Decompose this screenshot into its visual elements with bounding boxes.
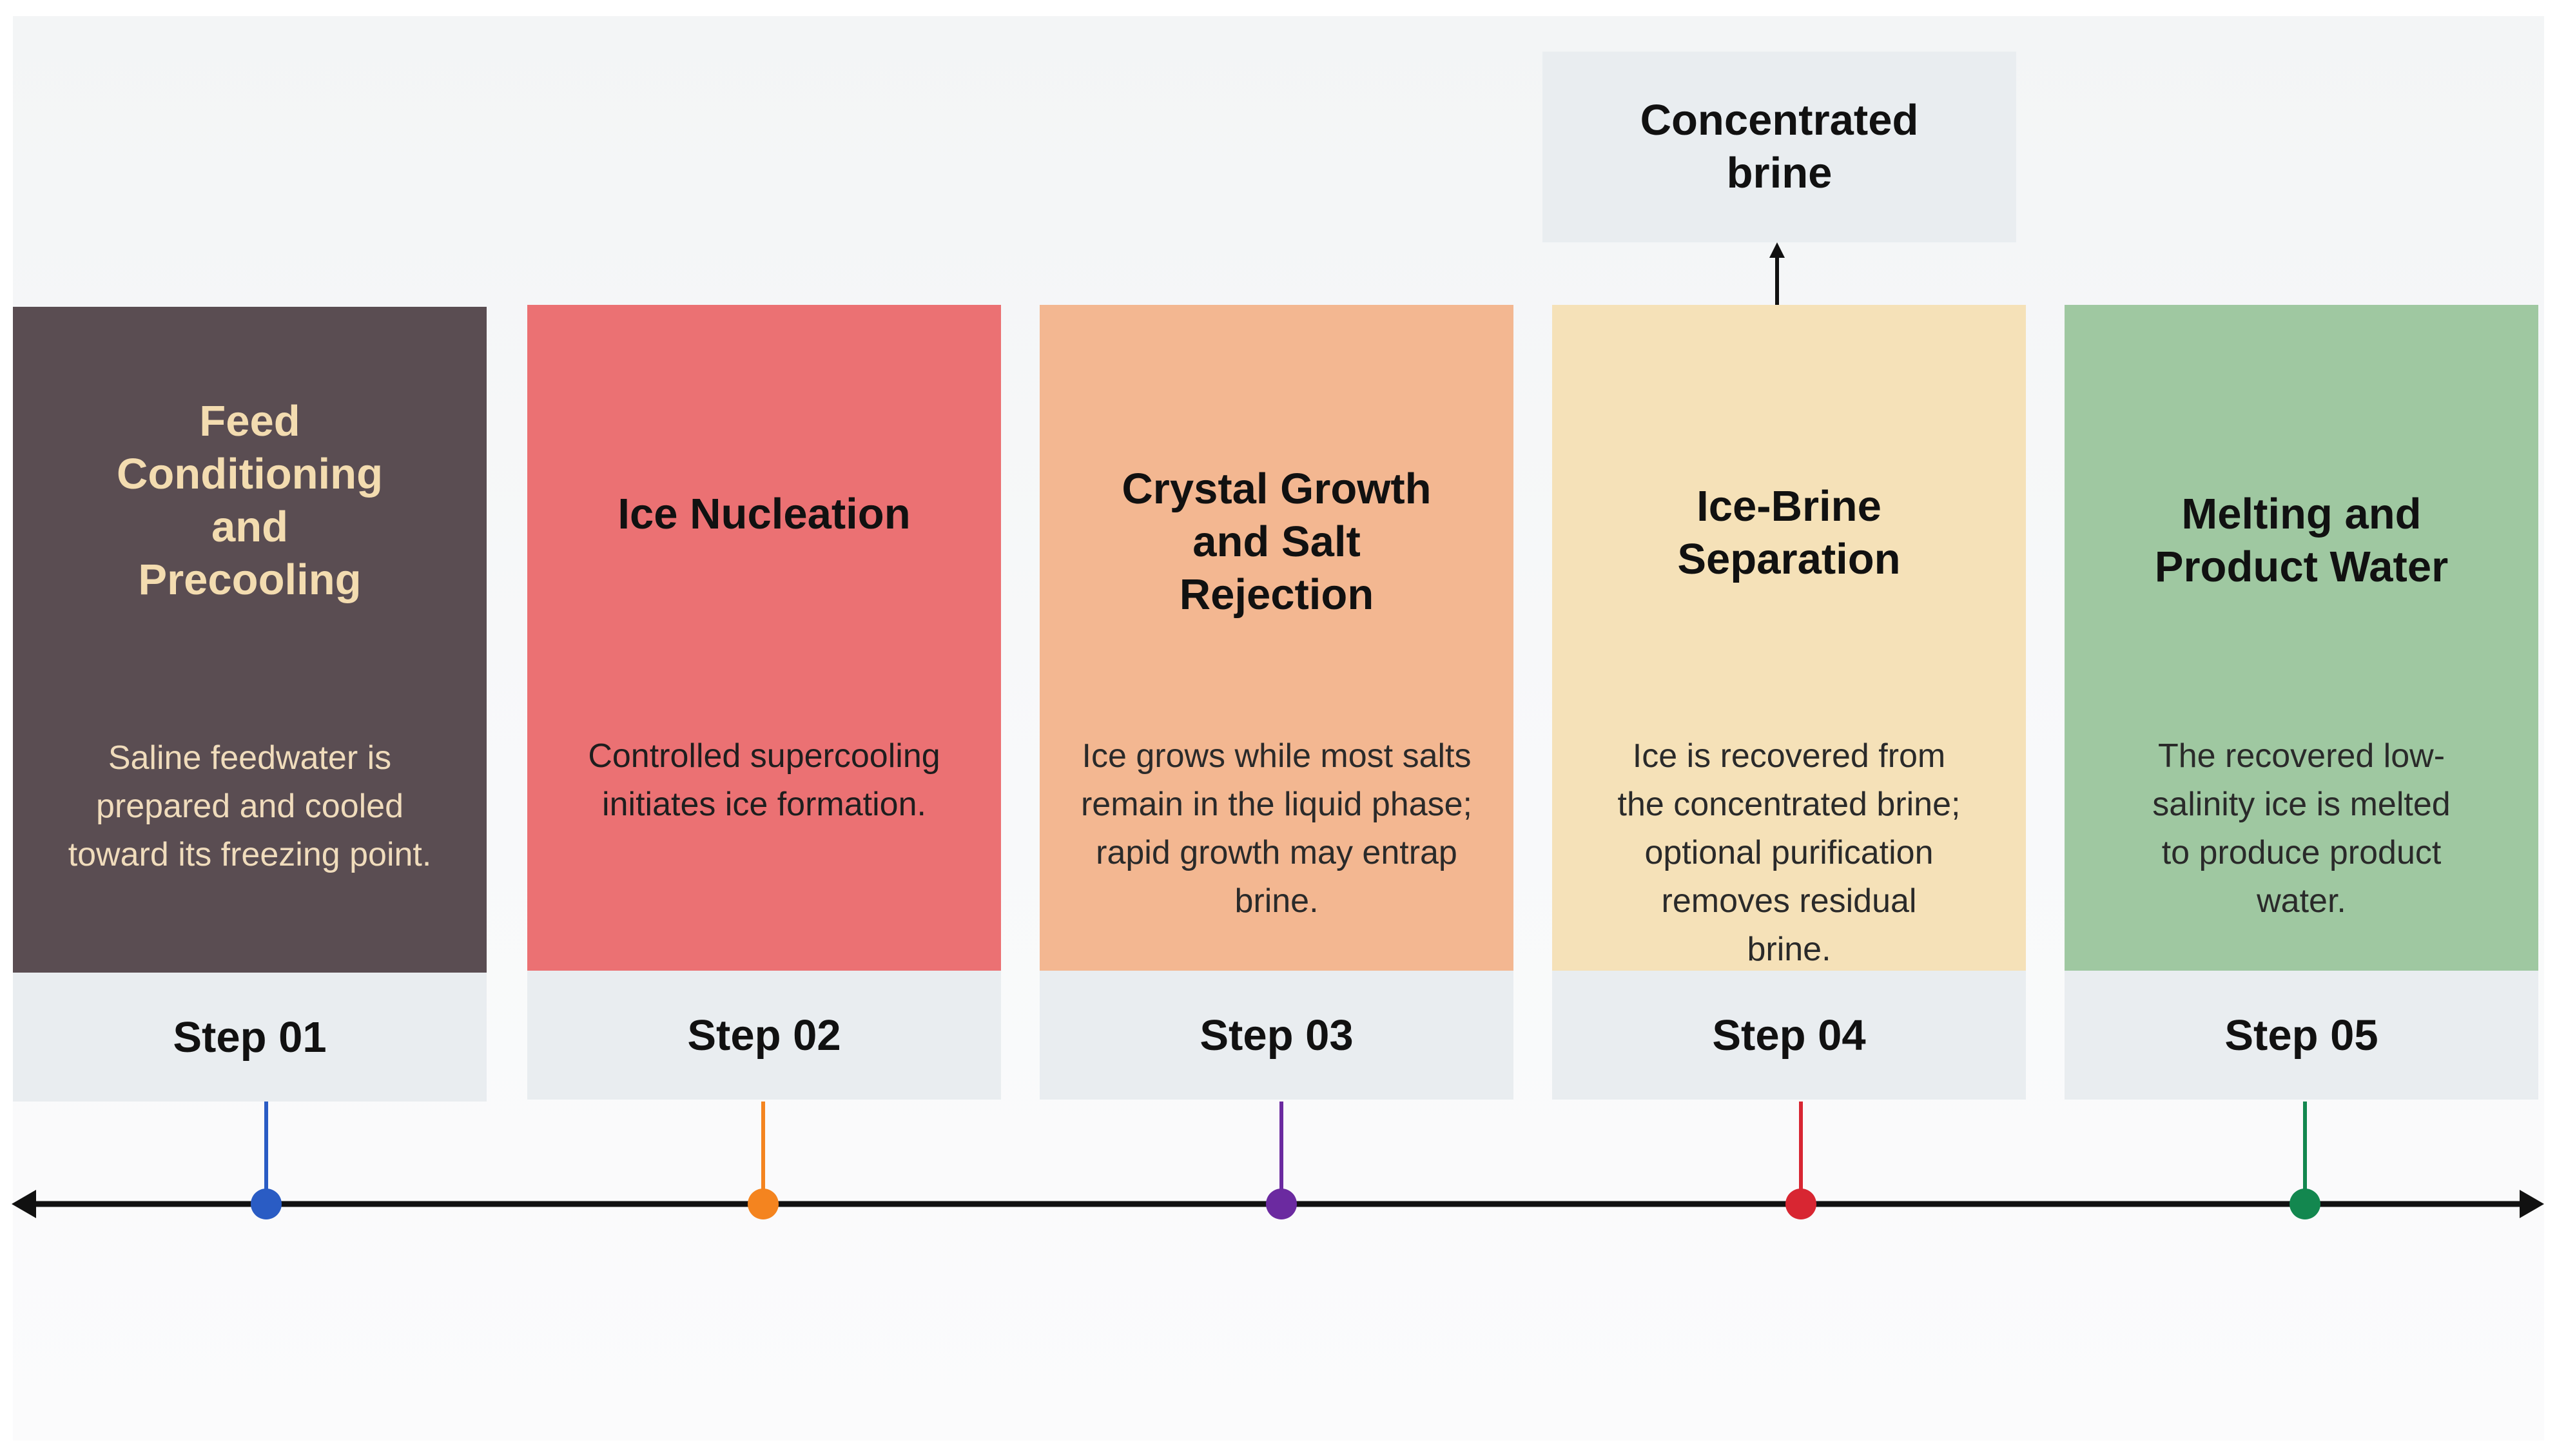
step-label: Step 05 bbox=[2065, 971, 2538, 1100]
step-title: Ice-Brine Separation bbox=[1677, 482, 1901, 583]
concentrated-brine-box: Concentrated brine bbox=[1542, 52, 2016, 242]
up-arrowhead-icon bbox=[1769, 242, 1785, 258]
right-arrowhead-icon bbox=[2520, 1190, 2544, 1218]
step-title: Melting and Product Water bbox=[2154, 490, 2449, 591]
step-label: Step 04 bbox=[1552, 971, 2026, 1100]
step-card-body: Crystal Growth and Salt Rejection Ice gr… bbox=[1040, 305, 1513, 971]
step-card-body: Feed Conditioning and Precooling Saline … bbox=[13, 307, 487, 973]
timeline-marker-3 bbox=[1266, 1189, 1297, 1219]
step-label: Step 03 bbox=[1040, 971, 1513, 1100]
timeline-markers bbox=[251, 1102, 2320, 1219]
timeline-marker-5 bbox=[2290, 1189, 2320, 1219]
left-arrowhead-icon bbox=[12, 1190, 36, 1218]
step-card-body: Melting and Product Water The recovered … bbox=[2065, 305, 2538, 971]
step-description: The recovered low- salinity ice is melte… bbox=[2152, 737, 2451, 920]
step-label: Step 02 bbox=[527, 971, 1001, 1100]
step-title: Crystal Growth and Salt Rejection bbox=[1122, 465, 1432, 619]
timeline-marker-1 bbox=[251, 1189, 282, 1219]
step-title: Feed Conditioning and Precooling bbox=[116, 397, 384, 604]
brine-arrow bbox=[1769, 242, 1785, 305]
step-title: Ice Nucleation bbox=[617, 490, 911, 538]
step-description: Ice grows while most salts remain in the… bbox=[1080, 737, 1473, 920]
timeline-marker-4 bbox=[1785, 1189, 1816, 1219]
step-description: Controlled supercooling initiates ice fo… bbox=[588, 737, 940, 823]
step-card-body: Ice Nucleation Controlled supercooling i… bbox=[527, 305, 1001, 971]
step-description: Ice is recovered from the concentrated b… bbox=[1617, 737, 1961, 968]
step-label: Step 01 bbox=[13, 973, 487, 1102]
timeline-marker-2 bbox=[748, 1189, 779, 1219]
step-card-body: Ice-Brine Separation Ice is recovered fr… bbox=[1552, 305, 2026, 971]
step-description: Saline feedwater is prepared and cooled … bbox=[68, 739, 432, 873]
